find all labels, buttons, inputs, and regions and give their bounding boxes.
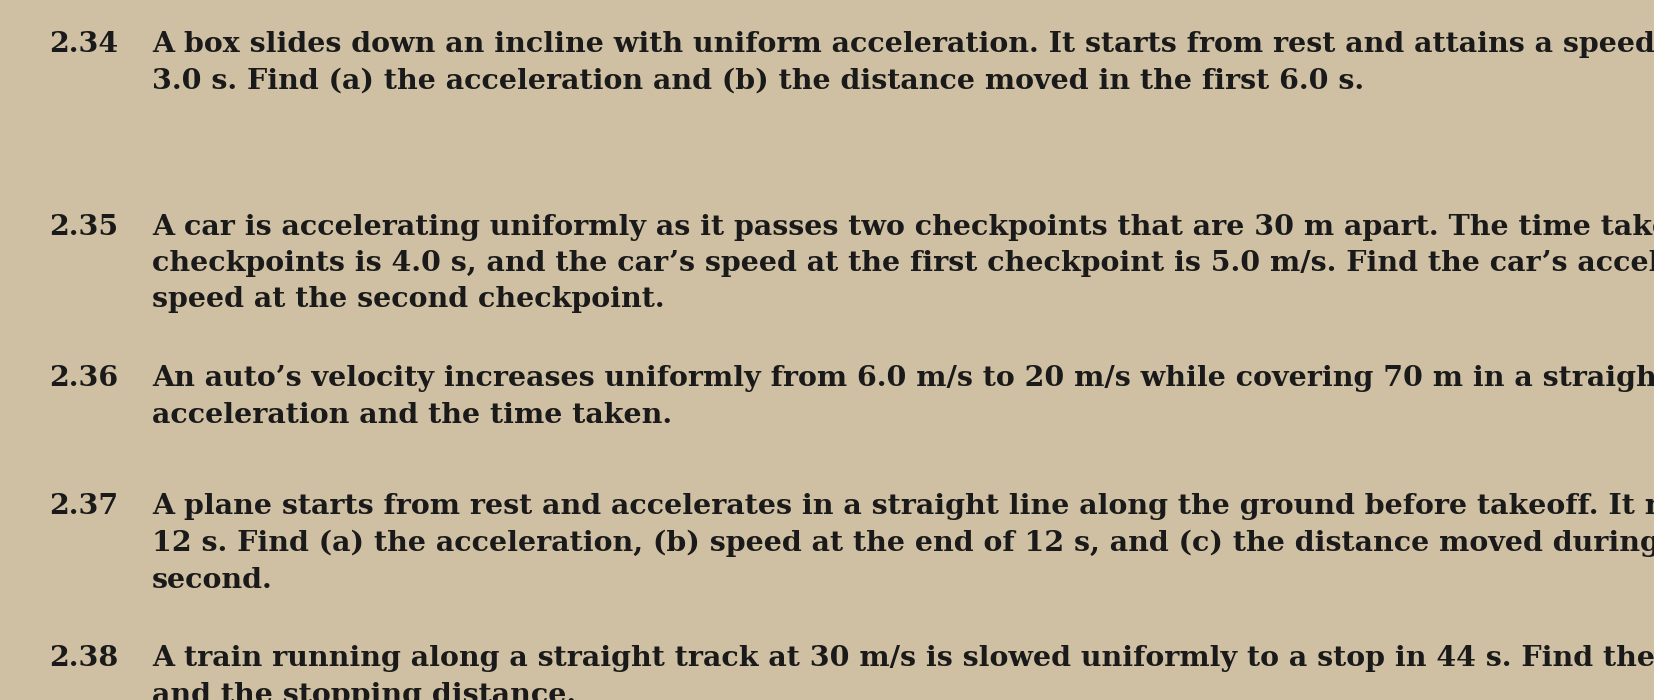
Text: 2.37: 2.37: [50, 494, 119, 521]
Text: A car is accelerating uniformly as it passes two checkpoints that are 30 m apart: A car is accelerating uniformly as it pa…: [152, 214, 1654, 314]
Text: 2.35: 2.35: [50, 214, 119, 241]
Text: 2.38: 2.38: [50, 645, 119, 673]
Text: An auto’s velocity increases uniformly from 6.0 m/s to 20 m/s while covering 70 : An auto’s velocity increases uniformly f…: [152, 365, 1654, 429]
Text: A train running along a straight track at 30 m/s is slowed uniformly to a stop i: A train running along a straight track a…: [152, 645, 1654, 700]
Text: 2.34: 2.34: [50, 32, 119, 59]
Text: A plane starts from rest and accelerates in a straight line along the ground bef: A plane starts from rest and accelerates…: [152, 494, 1654, 594]
Text: A box slides down an incline with uniform acceleration. It starts from rest and : A box slides down an incline with unifor…: [152, 32, 1654, 95]
Text: 2.36: 2.36: [50, 365, 119, 393]
